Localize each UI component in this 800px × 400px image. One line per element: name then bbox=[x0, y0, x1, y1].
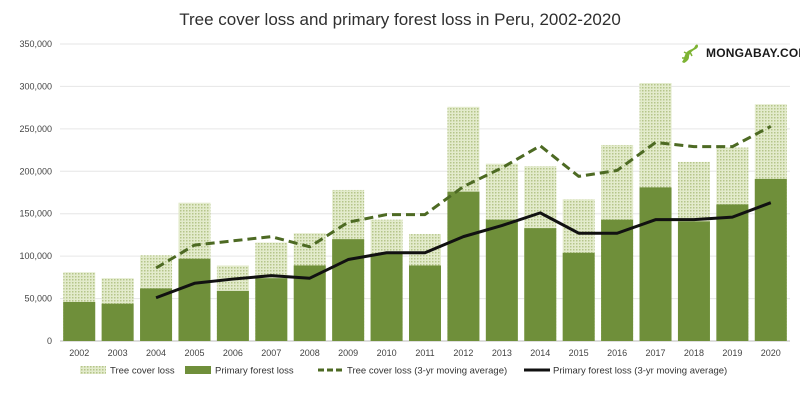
x-tick-label: 2002 bbox=[69, 348, 89, 358]
primary-forest-loss-bar bbox=[255, 278, 288, 341]
y-tick-label: 350,000 bbox=[19, 39, 52, 49]
primary-forest-loss-bar bbox=[639, 187, 672, 341]
legend-label: Primary forest loss bbox=[215, 366, 294, 377]
y-tick-label: 250,000 bbox=[19, 124, 52, 134]
x-tick-label: 2019 bbox=[722, 348, 742, 358]
primary-forest-loss-bar bbox=[101, 303, 134, 341]
lizard-logo-icon bbox=[682, 44, 698, 63]
legend-swatch bbox=[80, 366, 106, 374]
x-tick-label: 2017 bbox=[646, 348, 666, 358]
primary-forest-loss-bar bbox=[370, 253, 403, 341]
x-tick-label: 2012 bbox=[453, 348, 473, 358]
y-tick-label: 0 bbox=[47, 336, 52, 346]
x-tick-label: 2015 bbox=[569, 348, 589, 358]
y-tick-label: 200,000 bbox=[19, 166, 52, 176]
x-tick-label: 2006 bbox=[223, 348, 243, 358]
primary-forest-loss-bar bbox=[677, 221, 710, 341]
legend-tree-cover-ma: Tree cover loss (3-yr moving average) bbox=[318, 366, 507, 377]
x-tick-label: 2020 bbox=[761, 348, 781, 358]
primary-forest-loss-bar bbox=[485, 219, 518, 341]
legend-tree-cover-loss: Tree cover loss bbox=[80, 366, 175, 377]
primary-forest-loss-bar bbox=[216, 290, 249, 341]
x-tick-label: 2004 bbox=[146, 348, 166, 358]
x-tick-label: 2011 bbox=[415, 348, 434, 358]
y-tick-label: 150,000 bbox=[19, 209, 52, 219]
legend-primary-forest-ma: Primary forest loss (3-yr moving average… bbox=[524, 366, 727, 377]
legend-swatch bbox=[185, 366, 211, 374]
x-tick-label: 2008 bbox=[300, 348, 320, 358]
primary-forest-loss-bar bbox=[409, 265, 441, 341]
x-tick-label: 2010 bbox=[377, 348, 397, 358]
legend-label: Tree cover loss (3-yr moving average) bbox=[347, 366, 507, 377]
x-tick-label: 2007 bbox=[261, 348, 281, 358]
primary-forest-loss-bar bbox=[178, 258, 211, 341]
primary-forest-loss-bar bbox=[447, 191, 480, 341]
y-tick-label: 50,000 bbox=[24, 294, 52, 304]
x-tick-label: 2009 bbox=[338, 348, 358, 358]
legend-label: Tree cover loss bbox=[110, 366, 175, 377]
primary-forest-loss-bar bbox=[562, 252, 595, 341]
y-tick-label: 300,000 bbox=[19, 81, 52, 91]
brand-name: MONGABAY.COM bbox=[706, 46, 800, 60]
primary-forest-loss-bar bbox=[332, 239, 365, 341]
primary-forest-loss-bar bbox=[63, 301, 96, 341]
x-tick-label: 2014 bbox=[530, 348, 550, 358]
tree-cover-loss-moving-average-line bbox=[155, 124, 772, 270]
x-tick-label: 2003 bbox=[108, 348, 128, 358]
legend-label: Primary forest loss (3-yr moving average… bbox=[553, 366, 727, 377]
x-tick-label: 2013 bbox=[492, 348, 512, 358]
x-tick-label: 2018 bbox=[684, 348, 704, 358]
primary-forest-loss-bar bbox=[601, 219, 634, 341]
primary-forest-loss-bar bbox=[716, 204, 749, 341]
x-tick-label: 2005 bbox=[184, 348, 204, 358]
primary-forest-loss-moving-average-line bbox=[155, 201, 772, 300]
primary-forest-loss-bar bbox=[524, 228, 557, 341]
mongabay-logo: MONGABAY.COM bbox=[676, 40, 800, 66]
legend-primary-forest-loss: Primary forest loss bbox=[185, 366, 294, 377]
y-tick-label: 100,000 bbox=[19, 251, 52, 261]
chart-title: Tree cover loss and primary forest loss … bbox=[179, 10, 621, 29]
x-tick-label: 2016 bbox=[607, 348, 627, 358]
